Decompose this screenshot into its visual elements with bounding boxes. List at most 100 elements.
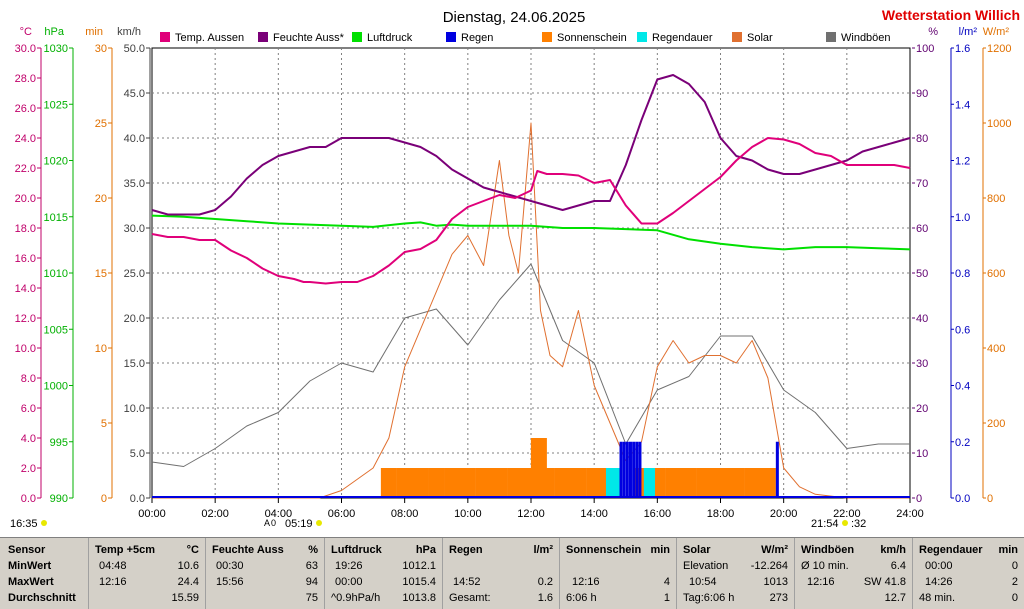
stats-temp: Temp +5cm °C 04:48 10.6 12:16 24.4 15.59 [89, 538, 205, 609]
x-tick-label: 18:00 [707, 508, 735, 520]
tick-label-right: 400 [987, 343, 1005, 355]
left-axes: °C 30.0 28.0 26.0 24.0 22.0 20.0 18.0 16.0 14.0 12… [15, 26, 151, 505]
sunshine-bar [586, 468, 603, 498]
sunshine-bar [412, 468, 429, 498]
stats-rainduration-max: 2 [1011, 576, 1018, 588]
stats-solar-unit: W/m² [761, 544, 788, 556]
axis-unit-right: % [928, 26, 938, 38]
tick-label-right: 40 [916, 313, 928, 325]
x-tick-label: 12:00 [517, 508, 545, 520]
tick-label-left: 0.0 [130, 493, 145, 505]
sun-markers: 16:35 A 0 05:19 21:54 :32 [10, 518, 866, 530]
x-tick-label: 20:00 [770, 508, 798, 520]
station-name: Wetterstation Willich [882, 7, 1020, 23]
axis-unit-left: min [85, 26, 103, 38]
stats-humidity-min-time: 00:30 [216, 560, 244, 572]
stats-rain-max: 0.2 [537, 576, 553, 588]
legend-label: Luftdruck [367, 32, 413, 44]
tick-label-right: 80 [916, 133, 928, 145]
tick-label-right: 0 [987, 493, 993, 505]
tick-label-left: 26.0 [15, 103, 36, 115]
stats-gust-unit: km/h [880, 544, 906, 556]
tick-label-right: 1200 [987, 43, 1011, 55]
sunrise-time: 05:19 [285, 518, 313, 530]
sunshine-bar [507, 468, 524, 498]
stats-rain-total: 1.6 [537, 592, 553, 604]
stats-temp-unit: °C [186, 544, 199, 556]
tick-label-right: 0.6 [955, 324, 970, 336]
tick-label-left: 1025 [44, 99, 68, 111]
stats-rainduration-unit: min [998, 544, 1018, 556]
tick-label-left: 40.0 [124, 133, 145, 145]
stats-rain-max-time: 14:52 [453, 576, 481, 588]
tick-label-right: 1000 [987, 118, 1011, 130]
stats-temp-max-time: 12:16 [99, 576, 127, 588]
chart-legend: Temp. Aussen Feuchte Auss* Luftdruck Regen S… [160, 32, 891, 44]
rainduration-bar [647, 468, 656, 498]
stats-rainduration-period-label: 48 min. [919, 592, 956, 604]
stats-rainduration-max-time: 14:26 [925, 576, 953, 588]
stats-humidity-unit: % [308, 544, 318, 556]
sunshine-bar [759, 468, 776, 498]
tick-label-right: 0.4 [955, 381, 970, 393]
rain-bar [622, 441, 626, 498]
tick-label-left: 1000 [44, 381, 68, 393]
rain-bar [619, 441, 623, 498]
stats-gust-avg: 12.7 [884, 592, 906, 604]
plot-marks [151, 74, 911, 499]
x-tick-label: 04:00 [265, 508, 293, 520]
pressure-line [151, 214, 911, 251]
stats-rainduration-title: Regendauer [919, 544, 983, 556]
stats-rain: Regen l/m² 14:52 0.2 Gesamt: 1.6 [443, 538, 559, 609]
solar-line [152, 122, 910, 499]
tick-label-left: 5 [101, 418, 107, 430]
stats-rainduration: Regendauer min 00:00 0 14:26 2 48 min. 0 [913, 538, 1024, 609]
tick-label-left: 1005 [44, 324, 68, 336]
stats-gust-max-time: 12:16 [807, 576, 835, 588]
tick-label-right: 1.6 [955, 43, 970, 55]
axis-unit-left: °C [20, 26, 32, 38]
gust-line [151, 263, 910, 467]
rain-bar [625, 441, 629, 498]
sunshine-bar [744, 468, 761, 498]
stats-pressure-min-time: 19:26 [335, 560, 363, 572]
sun-small-c: 0 [271, 518, 276, 528]
x-tick-label: 24:00 [896, 508, 924, 520]
stats-solar-avg: 273 [769, 592, 788, 604]
stats-temp-min: 10.6 [177, 560, 199, 572]
tick-label-right: 70 [916, 178, 928, 190]
tick-label-left: 1010 [44, 268, 68, 280]
tick-label-left: 20 [95, 193, 107, 205]
tick-label-left: 990 [50, 493, 68, 505]
tick-label-left: 12.0 [15, 313, 36, 325]
legend-label: Regendauer [652, 32, 713, 44]
stats-gust-max: SW 41.8 [863, 576, 906, 588]
stats-rain-total-label: Gesamt: [449, 592, 491, 604]
tick-label-left: 10.0 [15, 343, 36, 355]
tick-label-left: 14.0 [15, 283, 36, 295]
stats-temp-max: 24.4 [177, 576, 199, 588]
stats-solar-day-label: Tag:6:06 h [683, 592, 735, 604]
stats-row-max: MaxWert [8, 576, 54, 588]
stats-rainduration-min-time: 00:00 [925, 560, 953, 572]
stats-sunshine-sum: 1 [663, 592, 670, 604]
tick-label-left: 5.0 [130, 448, 145, 460]
stats-sunshine-title: Sonnenschein [566, 544, 642, 556]
sunshine-bar [396, 468, 413, 498]
sunshine-bar [712, 468, 729, 498]
tick-label-left: 995 [50, 437, 68, 449]
legend-label: Solar [747, 32, 773, 44]
sunset-icon [842, 520, 848, 526]
sunset-time: 21:54 [811, 518, 839, 530]
rain-bar [775, 441, 779, 498]
legend-swatch [542, 32, 552, 42]
tick-label-left: 50.0 [124, 43, 145, 55]
x-tick-label: 16:00 [644, 508, 672, 520]
stats-gust: Windböen km/h Ø 10 min. 6.4 12:16 SW 41.8 1… [795, 538, 912, 609]
tick-label-left: 10.0 [124, 403, 145, 415]
legend-swatch [446, 32, 456, 42]
tick-label-right: 200 [987, 418, 1005, 430]
tick-label-right: 800 [987, 193, 1005, 205]
tick-label-left: 15 [95, 268, 107, 280]
x-tick-label: 22:00 [833, 508, 861, 520]
